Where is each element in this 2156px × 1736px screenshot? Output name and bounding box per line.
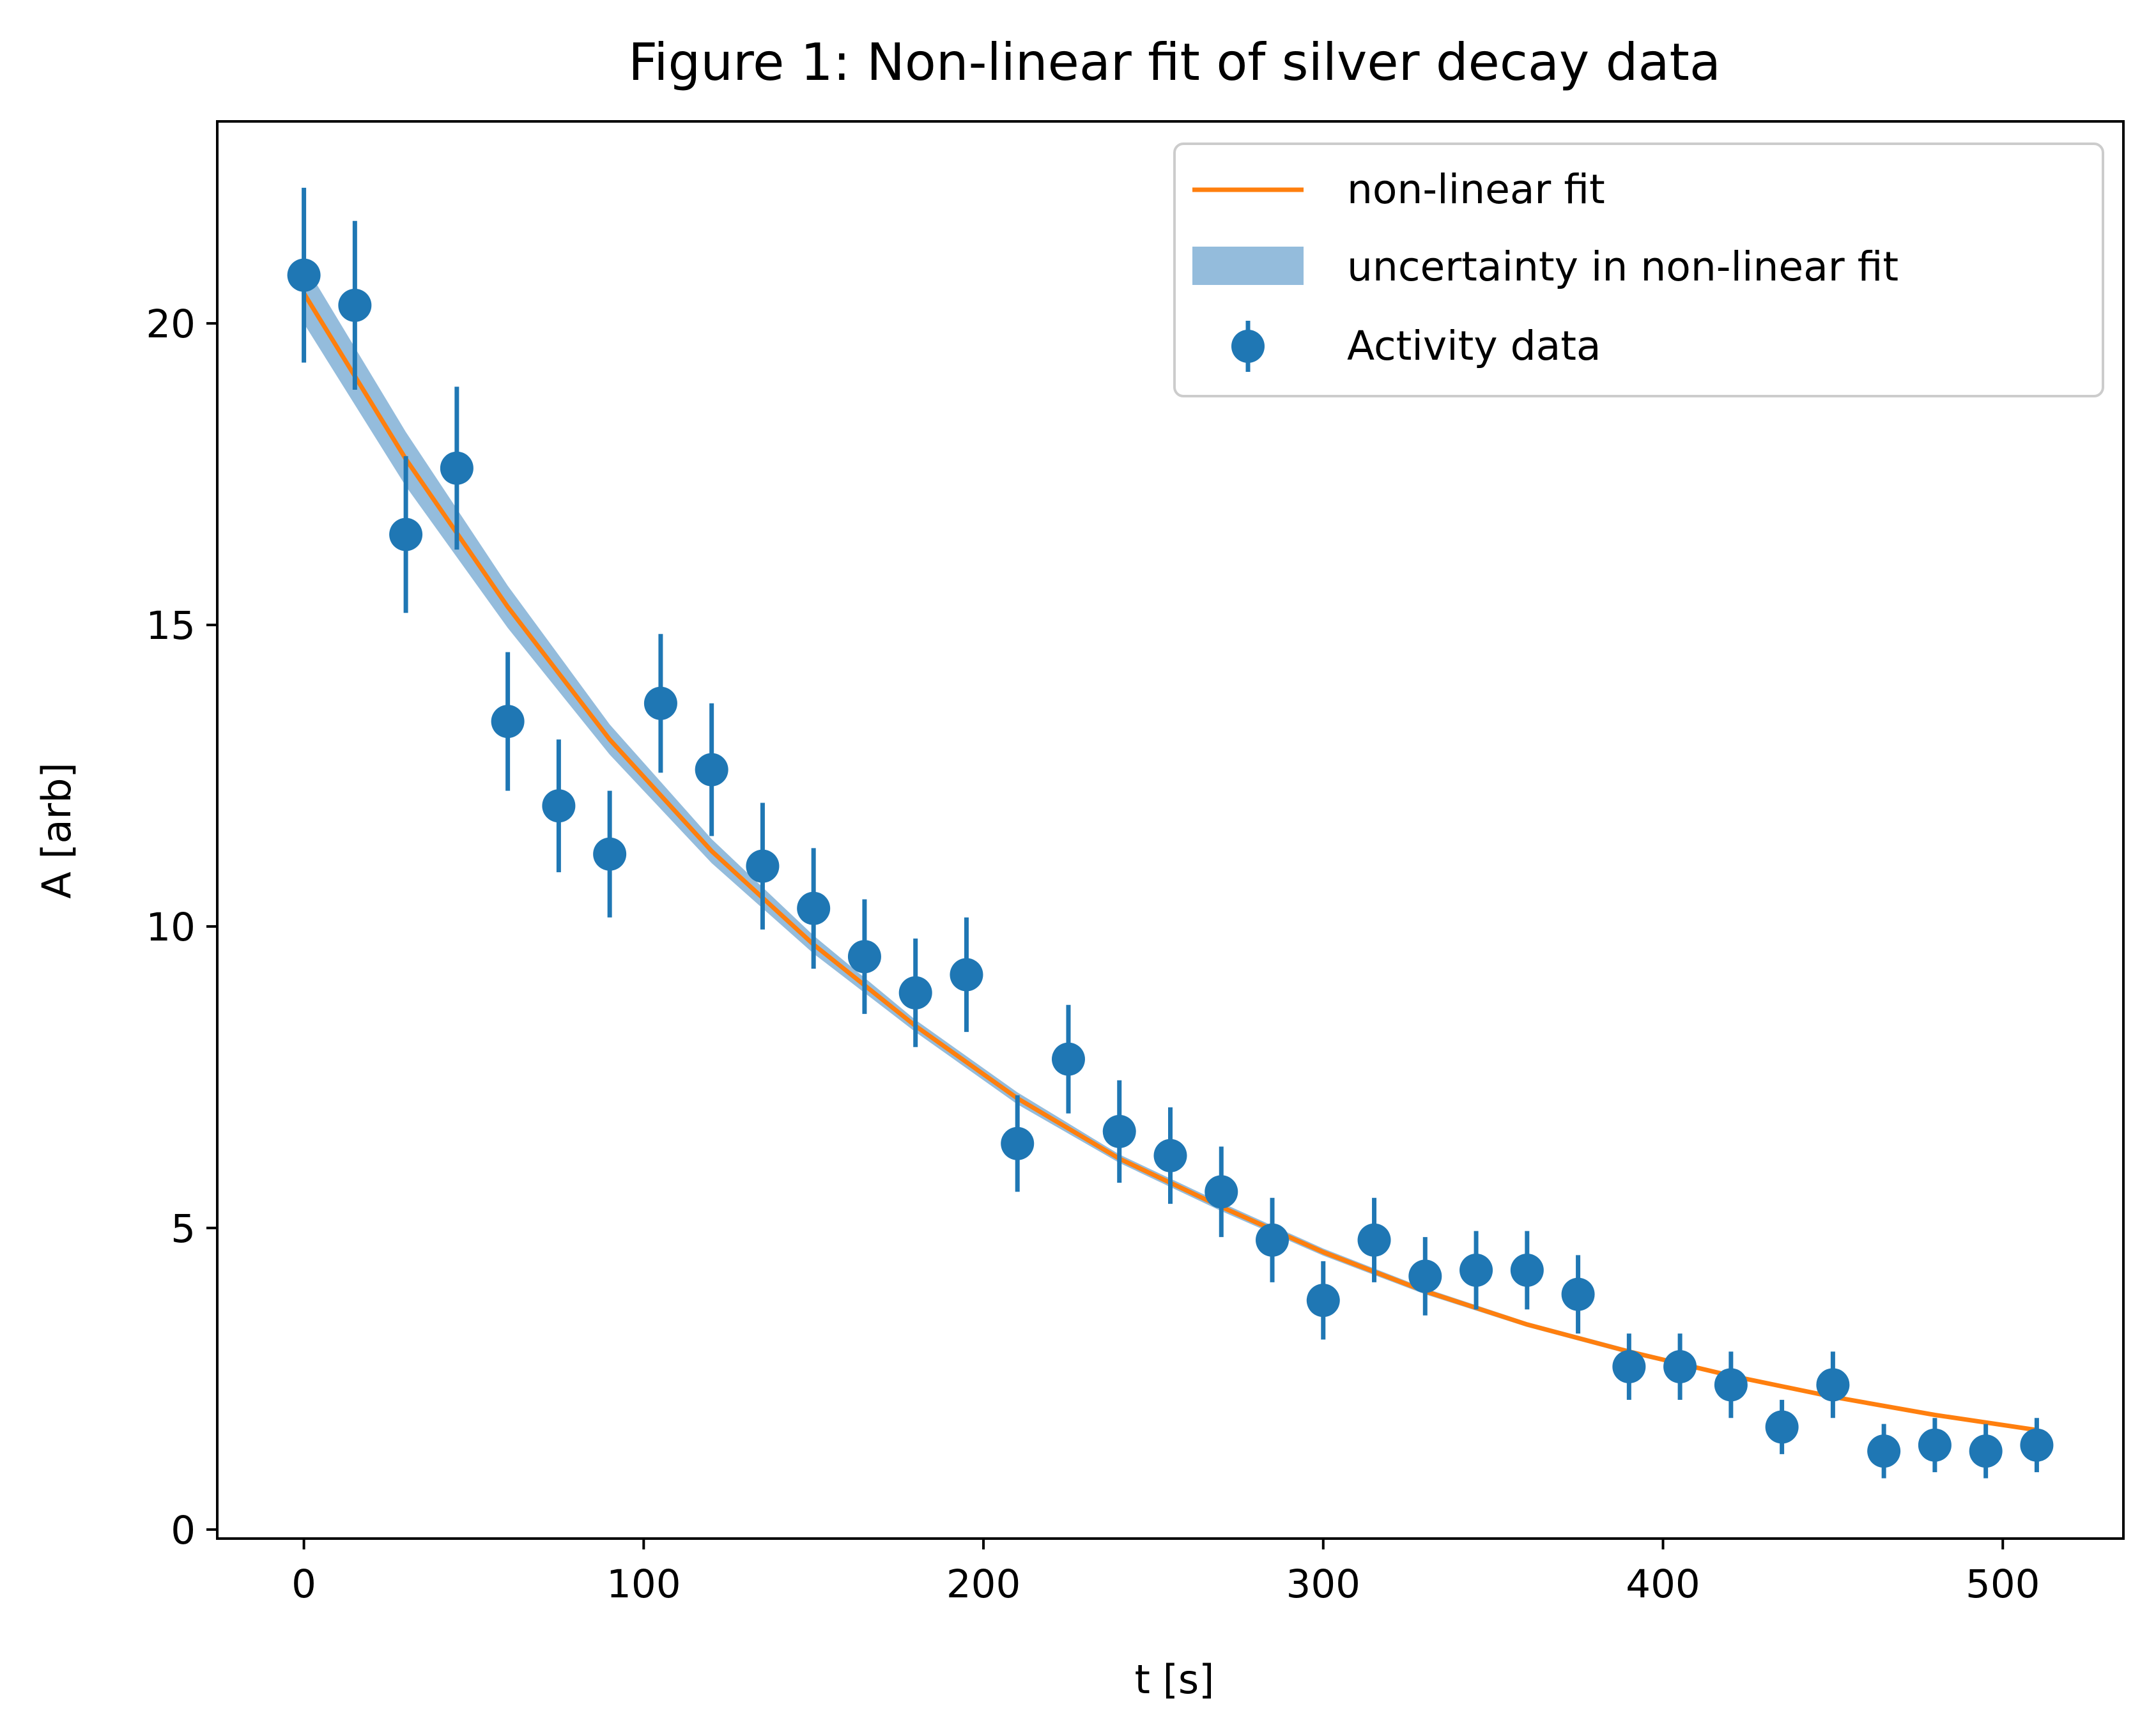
legend-band-swatch: [1192, 247, 1304, 285]
legend: non-linear fit uncertainty in non-linear…: [1173, 142, 2104, 397]
y-tick-label: 0: [171, 1508, 196, 1553]
data-point: [950, 958, 983, 992]
y-tick-label: 15: [146, 603, 196, 649]
data-point: [1867, 1434, 1901, 1468]
data-point: [1408, 1259, 1442, 1293]
y-tick-label: 10: [146, 905, 196, 950]
data-point: [1765, 1410, 1799, 1444]
data-point: [1102, 1114, 1136, 1148]
data-point: [1306, 1284, 1340, 1317]
data-point: [746, 849, 780, 883]
data-point: [1153, 1139, 1187, 1172]
y-axis: 0 5 10 15 20: [146, 302, 217, 1553]
data-point: [1714, 1368, 1748, 1402]
data-point: [389, 518, 423, 551]
data-point: [593, 837, 627, 871]
legend-label-fit: non-linear fit: [1347, 166, 1605, 213]
x-tick-label: 0: [291, 1562, 316, 1607]
plot-area: [287, 187, 2054, 1479]
data-point: [1256, 1223, 1290, 1257]
x-axis-label: t [s]: [1135, 1656, 1215, 1703]
data-point: [1205, 1175, 1238, 1209]
data-point: [797, 891, 831, 925]
x-axis: 0 100 200 300 400 500: [291, 1539, 2040, 1607]
data-point: [1816, 1368, 1850, 1402]
plot-frame: [216, 120, 2125, 1540]
legend-point-swatch: [1231, 330, 1265, 363]
chart-title: Figure 1: Non-linear fit of silver decay…: [628, 33, 1721, 92]
y-axis-label: A [arb]: [33, 762, 80, 898]
legend-label-data: Activity data: [1347, 323, 1601, 369]
data-point: [1459, 1253, 1493, 1287]
data-point: [542, 789, 576, 823]
data-point: [1663, 1350, 1697, 1384]
data-point: [491, 705, 525, 739]
x-tick-label: 200: [946, 1562, 1020, 1607]
data-point: [643, 686, 677, 720]
data-point: [847, 940, 881, 974]
data-point: [338, 288, 372, 322]
data-point: [440, 451, 474, 485]
data-point: [695, 753, 728, 787]
x-tick-label: 400: [1626, 1562, 1700, 1607]
data-point: [1612, 1350, 1646, 1384]
x-tick-label: 300: [1286, 1562, 1360, 1607]
data-point: [1051, 1042, 1085, 1076]
data-point: [2020, 1428, 2054, 1462]
data-point: [287, 258, 321, 292]
data-point: [1561, 1277, 1595, 1311]
legend-label-band: uncertainty in non-linear fit: [1347, 243, 1898, 290]
data-point: [1918, 1428, 1952, 1462]
data-point: [898, 976, 932, 1010]
x-tick-label: 100: [606, 1562, 681, 1607]
data-point: [1357, 1223, 1391, 1257]
data-point: [1969, 1434, 2003, 1468]
x-tick-label: 500: [1966, 1562, 2040, 1607]
data-point: [1510, 1253, 1544, 1287]
y-tick-label: 5: [171, 1206, 196, 1252]
legend-box: [1173, 142, 2104, 397]
y-tick-label: 20: [146, 302, 196, 347]
data-point: [1001, 1126, 1035, 1160]
